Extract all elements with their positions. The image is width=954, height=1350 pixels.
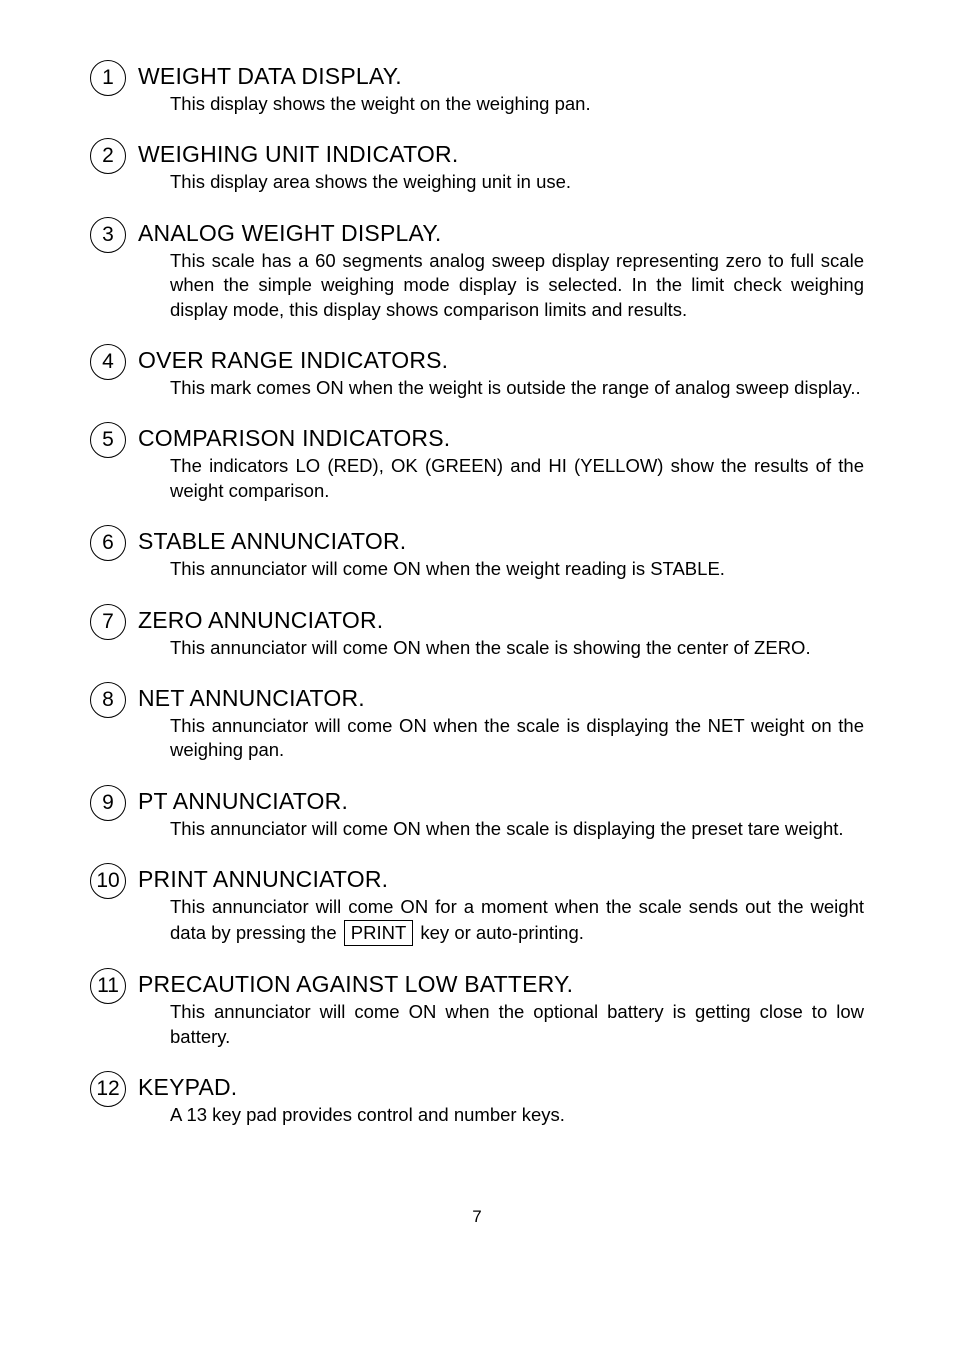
item-description: A 13 key pad provides control and number… xyxy=(138,1103,864,1127)
item-description: This annunciator will come ON when the s… xyxy=(138,817,864,841)
item-number-badge: 2 xyxy=(90,138,126,174)
item-title: WEIGHING UNIT INDICATOR. xyxy=(138,141,864,168)
list-item: 7 ZERO ANNUNCIATOR. This annunciator wil… xyxy=(90,604,864,660)
items-list: 1 WEIGHT DATA DISPLAY. This display show… xyxy=(90,60,864,1127)
item-number-badge: 4 xyxy=(90,344,126,380)
item-number-badge: 10 xyxy=(90,863,126,899)
item-title: PRINT ANNUNCIATOR. xyxy=(138,866,864,893)
list-item: 10 PRINT ANNUNCIATOR. This annunciator w… xyxy=(90,863,864,946)
item-number-badge: 5 xyxy=(90,422,126,458)
item-title: ZERO ANNUNCIATOR. xyxy=(138,607,864,634)
item-title: OVER RANGE INDICATORS. xyxy=(138,347,864,374)
item-title: WEIGHT DATA DISPLAY. xyxy=(138,63,864,90)
item-description: This annunciator will come ON when the s… xyxy=(138,714,864,763)
list-item: 1 WEIGHT DATA DISPLAY. This display show… xyxy=(90,60,864,116)
item-content: PRINT ANNUNCIATOR. This annunciator will… xyxy=(138,863,864,946)
list-item: 9 PT ANNUNCIATOR. This annunciator will … xyxy=(90,785,864,841)
item-number-badge: 6 xyxy=(90,525,126,561)
item-description: This scale has a 60 segments analog swee… xyxy=(138,249,864,322)
list-item: 6 STABLE ANNUNCIATOR. This annunciator w… xyxy=(90,525,864,581)
item-title: PT ANNUNCIATOR. xyxy=(138,788,864,815)
item-title: COMPARISON INDICATORS. xyxy=(138,425,864,452)
item-content: COMPARISON INDICATORS. The indicators LO… xyxy=(138,422,864,503)
item-content: WEIGHT DATA DISPLAY. This display shows … xyxy=(138,60,864,116)
item-content: PRECAUTION AGAINST LOW BATTERY. This ann… xyxy=(138,968,864,1049)
item-description: This display shows the weight on the wei… xyxy=(138,92,864,116)
item-number-badge: 1 xyxy=(90,60,126,96)
item-description: The indicators LO (RED), OK (GREEN) and … xyxy=(138,454,864,503)
item-description: This mark comes ON when the weight is ou… xyxy=(138,376,864,400)
list-item: 3 ANALOG WEIGHT DISPLAY. This scale has … xyxy=(90,217,864,322)
item-number-badge: 8 xyxy=(90,682,126,718)
print-key-label: PRINT xyxy=(344,920,414,946)
item-title: PRECAUTION AGAINST LOW BATTERY. xyxy=(138,971,864,998)
item-content: STABLE ANNUNCIATOR. This annunciator wil… xyxy=(138,525,864,581)
item-description: This annunciator will come ON for a mome… xyxy=(138,895,864,946)
item-description: This annunciator will come ON when the s… xyxy=(138,636,864,660)
item-content: NET ANNUNCIATOR. This annunciator will c… xyxy=(138,682,864,763)
item-content: ANALOG WEIGHT DISPLAY. This scale has a … xyxy=(138,217,864,322)
item-title: ANALOG WEIGHT DISPLAY. xyxy=(138,220,864,247)
list-item: 11 PRECAUTION AGAINST LOW BATTERY. This … xyxy=(90,968,864,1049)
list-item: 8 NET ANNUNCIATOR. This annunciator will… xyxy=(90,682,864,763)
item-number-badge: 7 xyxy=(90,604,126,640)
item-title: STABLE ANNUNCIATOR. xyxy=(138,528,864,555)
item-title: KEYPAD. xyxy=(138,1074,864,1101)
item-description: This annunciator will come ON when the w… xyxy=(138,557,864,581)
item-number-badge: 9 xyxy=(90,785,126,821)
item-content: WEIGHING UNIT INDICATOR. This display ar… xyxy=(138,138,864,194)
item-content: OVER RANGE INDICATORS. This mark comes O… xyxy=(138,344,864,400)
item-content: PT ANNUNCIATOR. This annunciator will co… xyxy=(138,785,864,841)
item-description: This display area shows the weighing uni… xyxy=(138,170,864,194)
item-content: KEYPAD. A 13 key pad provides control an… xyxy=(138,1071,864,1127)
item-title: NET ANNUNCIATOR. xyxy=(138,685,864,712)
list-item: 4 OVER RANGE INDICATORS. This mark comes… xyxy=(90,344,864,400)
item-number-badge: 11 xyxy=(90,968,126,1004)
item-content: ZERO ANNUNCIATOR. This annunciator will … xyxy=(138,604,864,660)
item-number-badge: 3 xyxy=(90,217,126,253)
page-number: 7 xyxy=(90,1207,864,1227)
item-number-badge: 12 xyxy=(90,1071,126,1107)
item-desc-post: key or auto-printing. xyxy=(415,922,584,943)
list-item: 2 WEIGHING UNIT INDICATOR. This display … xyxy=(90,138,864,194)
item-description: This annunciator will come ON when the o… xyxy=(138,1000,864,1049)
list-item: 5 COMPARISON INDICATORS. The indicators … xyxy=(90,422,864,503)
list-item: 12 KEYPAD. A 13 key pad provides control… xyxy=(90,1071,864,1127)
